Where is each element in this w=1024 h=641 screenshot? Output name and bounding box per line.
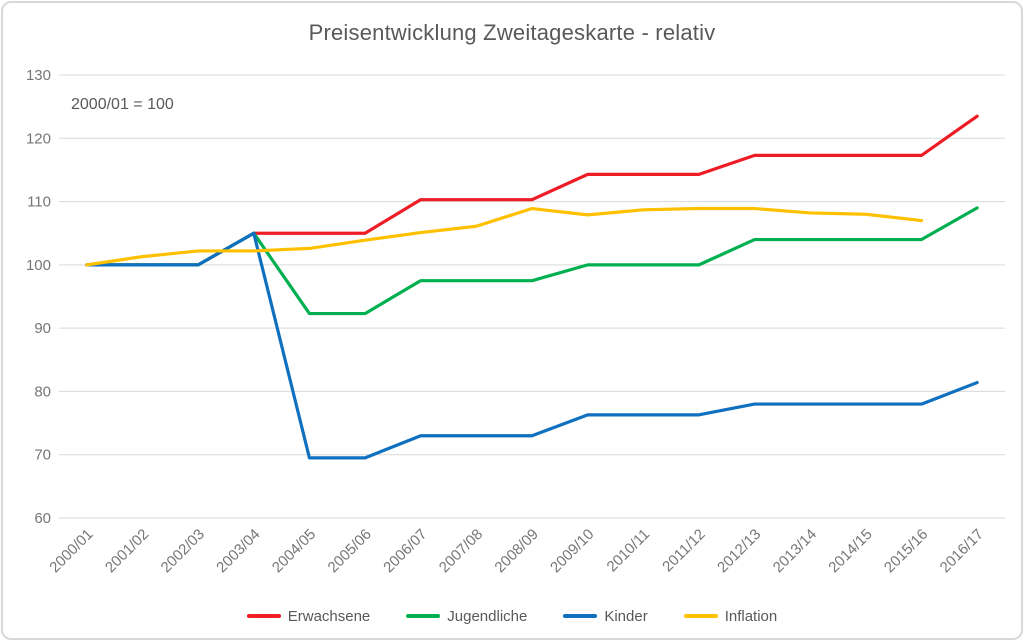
x-axis-tick-label: 2007/08 [436, 526, 486, 576]
y-axis-tick-label: 100 [26, 257, 51, 274]
y-axis-tick-label: 120 [26, 130, 51, 147]
x-axis-tick-label: 2016/17 [937, 526, 987, 576]
x-axis-tick-label: 2006/07 [380, 526, 430, 576]
x-axis-tick-label: 2004/05 [269, 526, 319, 576]
x-axis-tick-label: 2000/01 [46, 526, 96, 576]
x-axis-tick-label: 2001/02 [102, 526, 152, 576]
x-axis-tick-label: 2002/03 [158, 526, 208, 576]
legend-item-erwachsene[interactable]: Erwachsene [246, 607, 371, 625]
x-axis-tick-label: 2014/15 [825, 526, 875, 576]
x-axis-tick-label: 2003/04 [213, 526, 263, 576]
x-axis-tick-label: 2012/13 [714, 526, 764, 576]
legend-swatch-erwachsene [246, 614, 281, 618]
series-line-inflation[interactable] [85, 206, 924, 267]
x-axis-tick-label: 2009/10 [547, 526, 597, 576]
legend-label-kinder: Kinder [604, 607, 648, 625]
y-axis-tick-label: 110 [27, 194, 51, 211]
legend-swatch-kinder [563, 614, 598, 618]
legend-label-inflation: Inflation [724, 607, 778, 625]
x-axis-tick-label: 2005/06 [325, 526, 375, 576]
y-axis-tick-label: 90 [34, 320, 51, 337]
legend-item-kinder[interactable]: Kinder [563, 607, 648, 625]
y-axis-tick-label: 70 [34, 447, 51, 464]
legend-label-jugendliche: Jugendliche [447, 607, 528, 625]
baseline-annotation: 2000/01 = 100 [71, 96, 174, 113]
legend-item-jugendliche[interactable]: Jugendliche [406, 608, 527, 625]
legend-swatch-jugendliche [406, 614, 441, 618]
x-axis-tick-label: 2013/14 [770, 526, 820, 576]
chart-legend: Erwachsene Jugendliche Kinder Inflation [3, 603, 1021, 629]
chart-title: Preisentwicklung Zweitageskarte - relati… [308, 20, 716, 45]
series-line-kinder[interactable] [85, 231, 979, 460]
x-axis-tick-label: 2011/12 [659, 526, 709, 576]
y-axis-tick-label: 60 [34, 510, 51, 527]
y-axis-tick-label: 130 [26, 67, 51, 84]
series-line-jugendliche[interactable] [85, 206, 979, 316]
x-axis-tick-label: 2010/11 [604, 526, 654, 576]
y-axis-tick-label: 80 [34, 383, 51, 400]
legend-label-erwachsene: Erwachsene [287, 607, 371, 625]
x-axis-tick-label: 2015/16 [881, 526, 931, 576]
legend-item-inflation[interactable]: Inflation [683, 607, 778, 625]
x-axis-tick-label: 2008/09 [491, 526, 541, 576]
legend-swatch-inflation [683, 614, 718, 618]
